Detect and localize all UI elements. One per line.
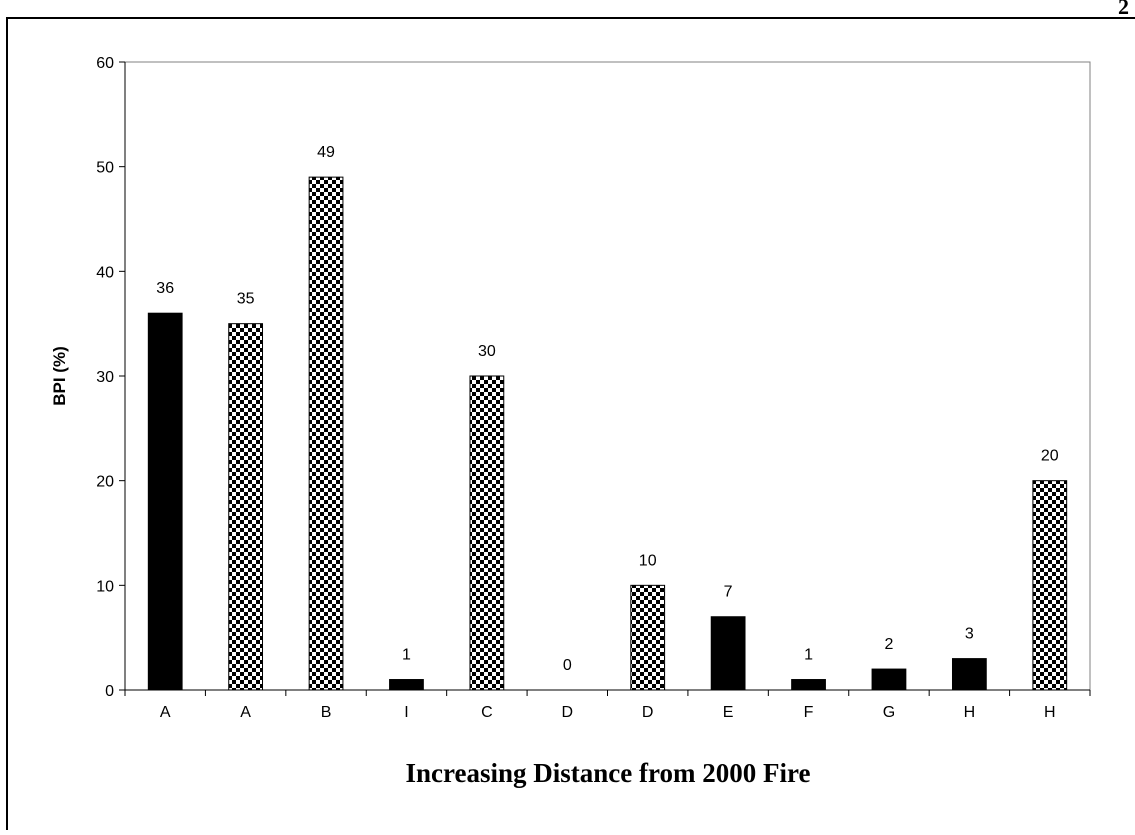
y-tick-label: 30 (96, 369, 114, 386)
data-labels: 36 A 35 A 49 B 1 I 30 C 0 D 10 D 7 E 1 F 2 G 3 H 20 H (156, 144, 1058, 721)
x-tick-label: H (964, 704, 976, 721)
data-label: 36 (156, 280, 174, 297)
data-label: 30 (478, 343, 496, 360)
x-tick-label: F (804, 704, 814, 721)
y-axis-label: BPI (%) (50, 346, 69, 406)
bar-2 (228, 323, 264, 691)
x-tick-label: B (321, 704, 332, 721)
bar-7 (630, 584, 666, 691)
bar-10 (871, 668, 907, 691)
bars (147, 176, 1068, 691)
x-tick-label: C (481, 704, 493, 721)
bar-5 (469, 375, 505, 691)
plot-frame (124, 61, 1091, 691)
data-label: 7 (724, 584, 733, 601)
x-tick-label: D (562, 704, 574, 721)
data-label: 0 (563, 657, 572, 674)
x-tick-label: A (160, 704, 171, 721)
x-tick-label: I (404, 704, 408, 721)
data-label: 10 (639, 552, 657, 569)
bar-3 (308, 176, 344, 691)
x-tick-label: D (642, 704, 654, 721)
bar-9 (791, 679, 826, 691)
x-axis-label: Increasing Distance from 2000 Fire (406, 758, 811, 788)
bar-11 (951, 658, 987, 691)
data-label: 20 (1041, 448, 1059, 465)
data-label: 3 (965, 626, 974, 643)
data-label: 1 (402, 647, 411, 664)
y-tick-label: 0 (105, 683, 114, 700)
y-tick-label: 40 (96, 264, 114, 281)
page-number: 2 (1118, 0, 1129, 19)
data-label: 35 (237, 291, 255, 308)
data-label: 49 (317, 144, 335, 161)
y-tick-label: 20 (96, 474, 114, 491)
y-tick-label: 60 (96, 55, 114, 72)
y-tick-label: 10 (96, 578, 114, 595)
x-tick-label: E (723, 704, 734, 721)
data-label: 2 (885, 636, 894, 653)
data-label: 1 (804, 647, 813, 664)
bar-4 (389, 679, 424, 691)
x-tick-label: A (240, 704, 251, 721)
x-tick-label: H (1044, 704, 1056, 721)
bar-1 (147, 312, 183, 691)
y-tick-label: 50 (96, 160, 114, 177)
bar-12 (1032, 480, 1068, 691)
x-tick-label: G (883, 704, 895, 721)
bar-8 (710, 616, 746, 691)
